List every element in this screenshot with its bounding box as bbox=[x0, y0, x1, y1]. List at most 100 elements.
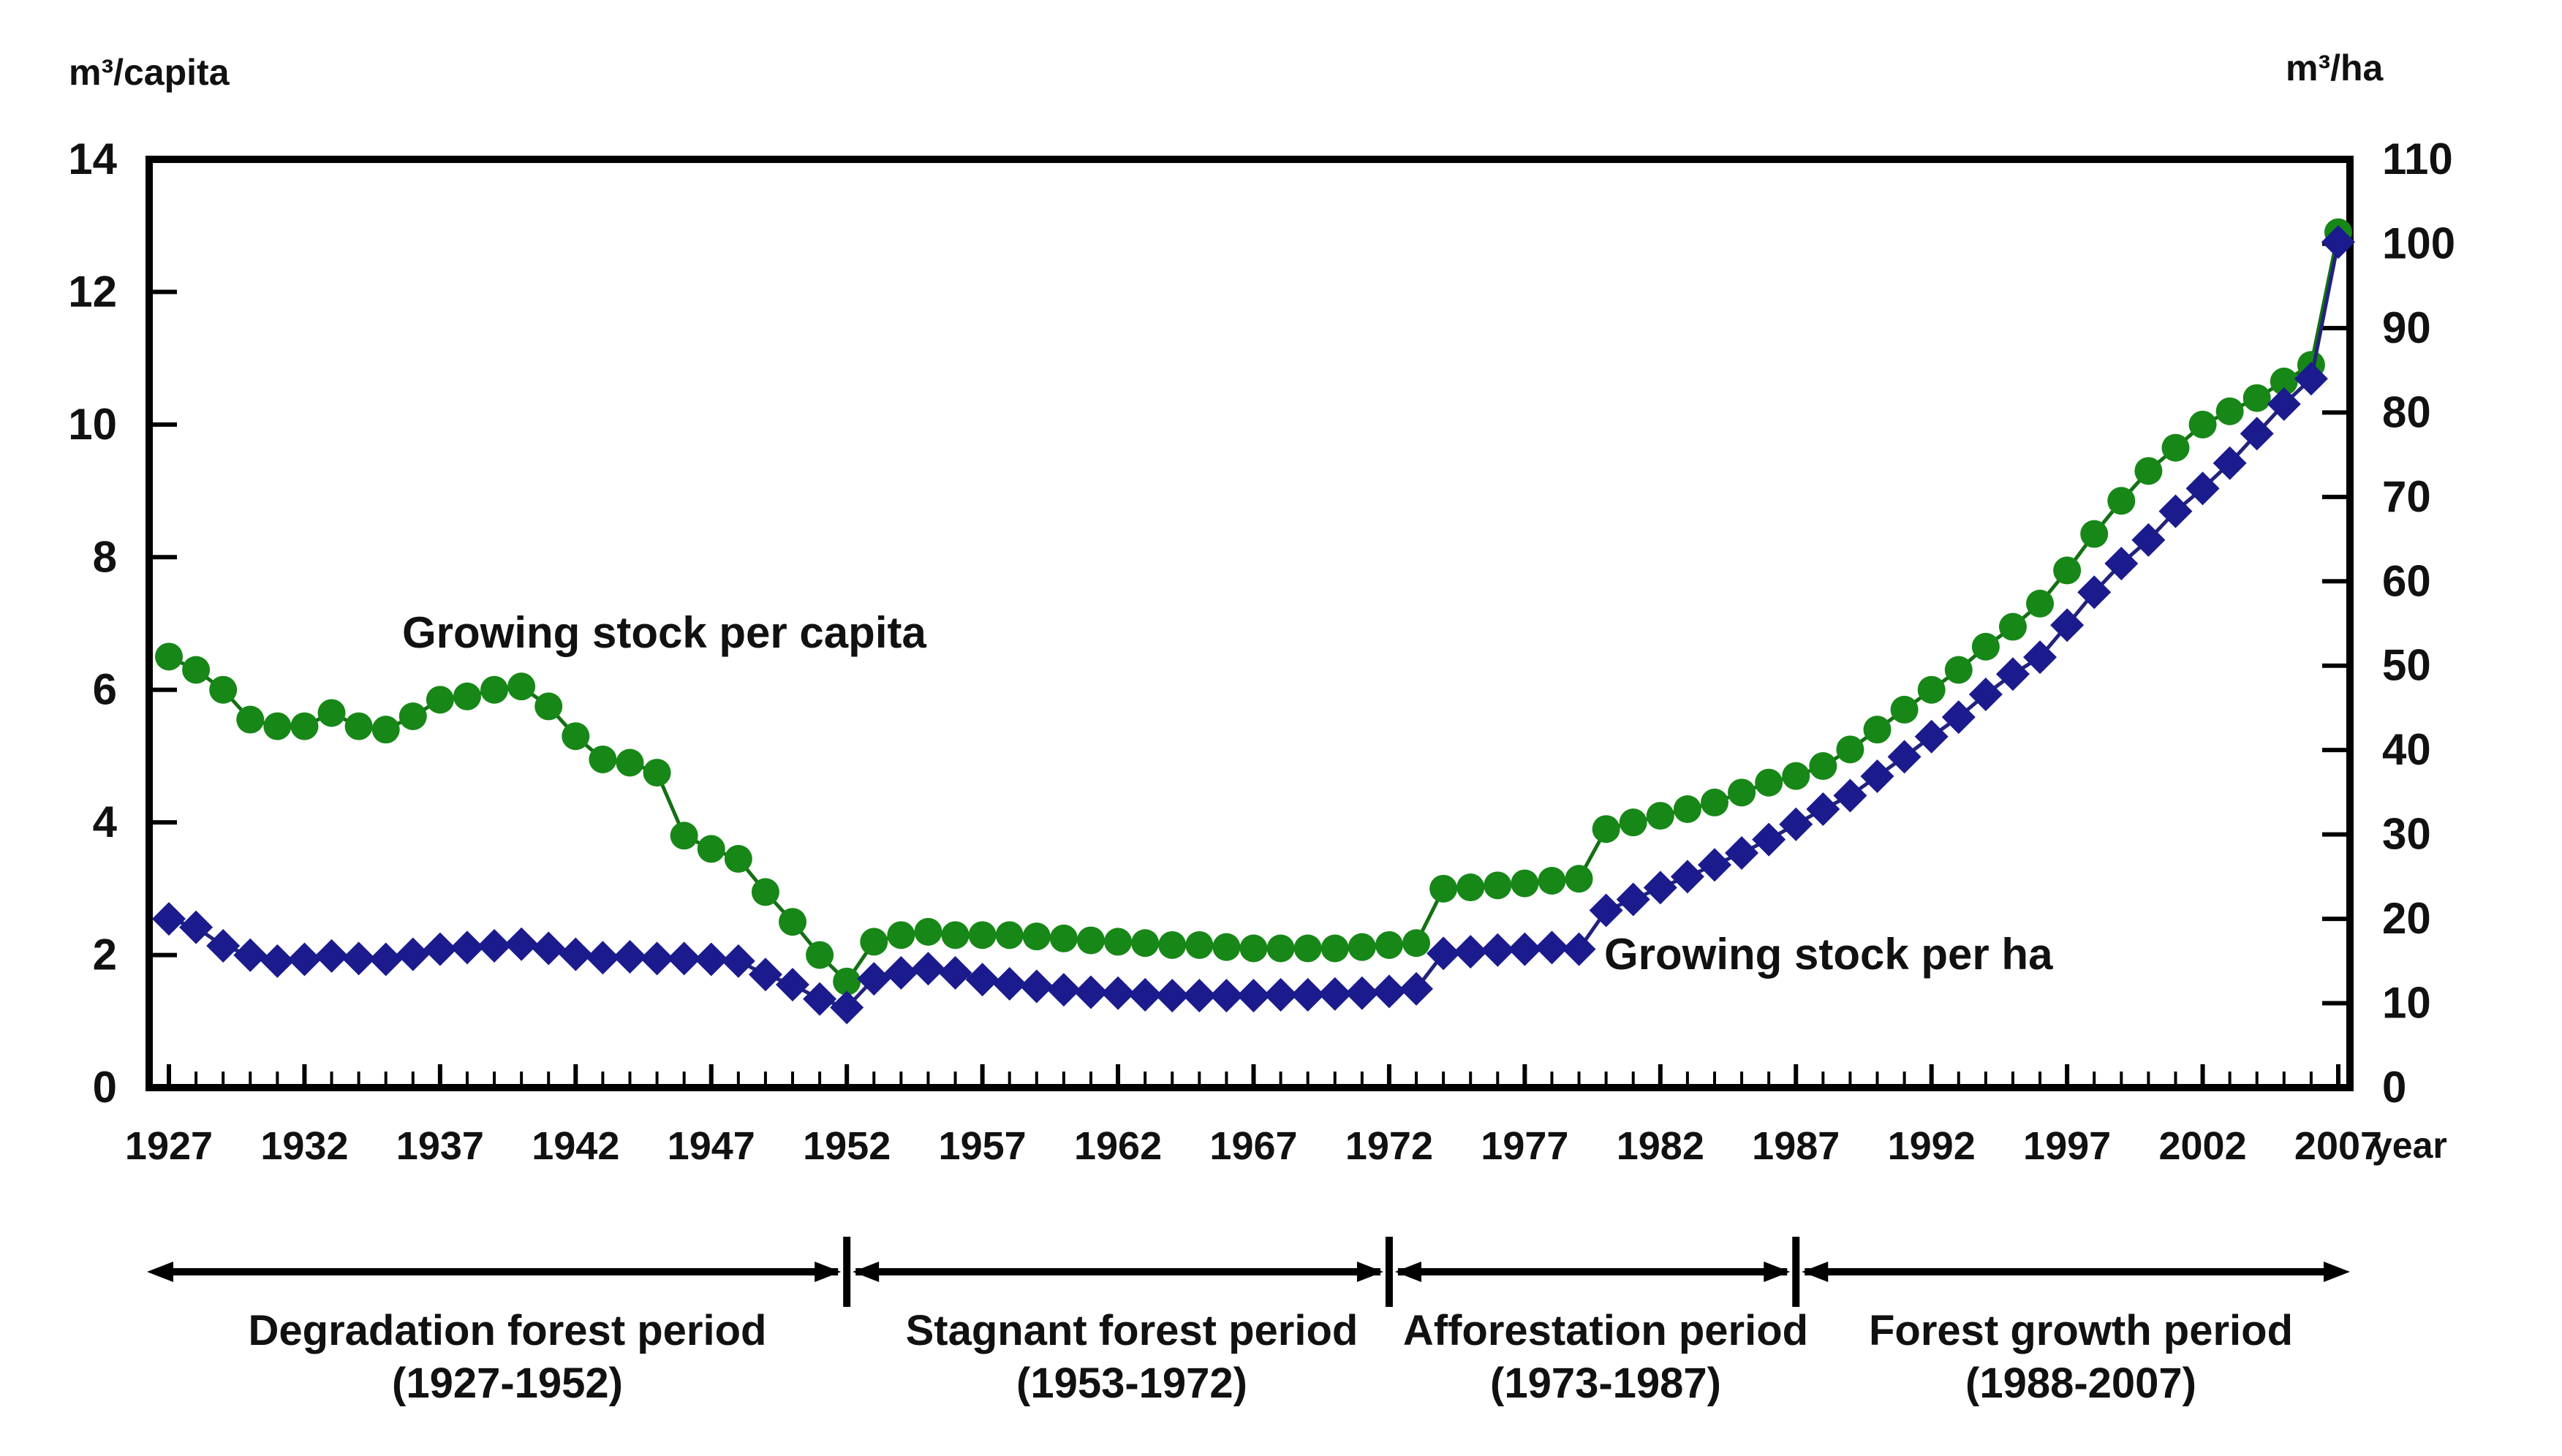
data-point-diamond bbox=[1914, 719, 1949, 754]
data-point-diamond bbox=[1209, 979, 1244, 1013]
svg-text:1952: 1952 bbox=[803, 1124, 891, 1168]
data-point-diamond bbox=[423, 932, 457, 966]
data-point-circle bbox=[887, 921, 915, 949]
data-point-diamond bbox=[152, 902, 186, 936]
data-point-diamond bbox=[532, 931, 566, 966]
data-point-circle bbox=[2053, 556, 2082, 585]
data-point-diamond bbox=[938, 955, 972, 990]
data-point-diamond bbox=[206, 929, 241, 963]
data-point-circle bbox=[1104, 928, 1133, 956]
data-point-diamond bbox=[613, 940, 647, 974]
data-point-diamond bbox=[884, 955, 918, 990]
data-point-diamond bbox=[830, 990, 864, 1025]
data-point-diamond bbox=[1643, 871, 1677, 905]
data-point-circle bbox=[1890, 695, 1919, 724]
svg-text:70: 70 bbox=[2382, 472, 2431, 521]
svg-text:1997: 1997 bbox=[2023, 1124, 2111, 1168]
data-point-circle bbox=[1484, 871, 1512, 900]
data-point-diamond bbox=[2104, 547, 2139, 581]
data-point-circle bbox=[1673, 795, 1701, 823]
data-point-circle bbox=[398, 702, 427, 730]
data-point-diamond bbox=[1236, 979, 1271, 1013]
svg-text:20: 20 bbox=[2382, 894, 2431, 943]
data-point-diamond bbox=[2294, 362, 2328, 396]
series-label-growing-stock-per-ha: Growing stock per ha bbox=[1604, 931, 2053, 979]
series-growing-stock-per-capita bbox=[155, 218, 2352, 996]
data-point-circle bbox=[1863, 716, 1892, 744]
data-point-circle bbox=[155, 642, 183, 671]
data-point-diamond bbox=[667, 941, 701, 976]
svg-text:2007: 2007 bbox=[2294, 1124, 2382, 1168]
data-point-diamond bbox=[505, 927, 539, 961]
data-point-circle bbox=[697, 835, 725, 863]
x-axis-unit-label: year bbox=[2372, 1126, 2447, 1167]
data-point-diamond bbox=[369, 942, 403, 977]
svg-text:4: 4 bbox=[93, 797, 118, 846]
period-label-line1: Forest growth period bbox=[1869, 1308, 2293, 1355]
data-point-circle bbox=[1293, 934, 1322, 963]
data-point-diamond bbox=[1562, 932, 1596, 966]
period-label-stagnant: Stagnant forest period (1953-1972) bbox=[839, 1305, 1424, 1411]
data-point-circle bbox=[643, 759, 671, 787]
data-point-circle bbox=[426, 686, 454, 714]
svg-text:1937: 1937 bbox=[396, 1124, 484, 1168]
period-label-line1: Afforestation period bbox=[1402, 1308, 1809, 1355]
data-point-diamond bbox=[1941, 700, 1976, 735]
svg-text:50: 50 bbox=[2382, 641, 2431, 690]
svg-text:1932: 1932 bbox=[260, 1124, 348, 1168]
data-point-circle bbox=[1565, 865, 1593, 893]
data-point-diamond bbox=[341, 941, 376, 976]
data-point-circle bbox=[833, 967, 861, 996]
data-point-diamond bbox=[1616, 882, 1650, 917]
data-point-diamond bbox=[857, 962, 891, 996]
data-point-circle bbox=[1944, 656, 1973, 684]
period-label-line2: (1953-1972) bbox=[1016, 1361, 1247, 1408]
svg-text:40: 40 bbox=[2382, 725, 2431, 774]
data-point-circle bbox=[236, 705, 265, 734]
data-point-circle bbox=[1917, 675, 1946, 704]
data-point-diamond bbox=[1752, 822, 1786, 857]
data-point-diamond bbox=[450, 930, 484, 965]
left-axis-ticks: 0 2 4 6 8 10 12 14 bbox=[68, 134, 177, 1112]
data-point-diamond bbox=[1887, 740, 1922, 774]
data-point-diamond bbox=[179, 910, 214, 944]
data-point-diamond bbox=[1697, 848, 1731, 882]
data-point-circle bbox=[182, 656, 211, 684]
data-point-circle bbox=[751, 878, 779, 906]
data-point-diamond bbox=[2023, 640, 2057, 675]
right-axis-unit-label: m³/ha bbox=[2286, 48, 2384, 89]
data-point-circle bbox=[562, 722, 590, 751]
data-point-diamond bbox=[803, 982, 837, 1016]
data-point-circle bbox=[1049, 924, 1078, 952]
svg-text:1992: 1992 bbox=[1888, 1124, 1976, 1168]
svg-text:60: 60 bbox=[2382, 556, 2431, 605]
period-arrows bbox=[147, 1237, 2350, 1307]
data-point-circle bbox=[670, 822, 698, 850]
data-point-diamond bbox=[2131, 523, 2166, 557]
data-point-circle bbox=[1809, 752, 1837, 781]
data-point-diamond bbox=[2158, 494, 2193, 528]
data-point-diamond bbox=[1155, 979, 1190, 1013]
data-point-diamond bbox=[2321, 225, 2355, 259]
data-point-circle bbox=[1782, 762, 1810, 790]
period-label-line1: Stagnant forest period bbox=[905, 1308, 1359, 1355]
data-point-circle bbox=[2188, 410, 2217, 439]
data-point-diamond bbox=[559, 937, 593, 971]
data-point-circle bbox=[724, 845, 752, 873]
plot-box bbox=[146, 156, 2354, 1091]
data-point-circle bbox=[1212, 933, 1241, 961]
data-point-diamond bbox=[640, 941, 674, 976]
data-point-diamond bbox=[396, 937, 430, 971]
data-point-circle bbox=[263, 712, 292, 740]
svg-text:12: 12 bbox=[68, 267, 117, 316]
data-point-diamond bbox=[965, 963, 1000, 997]
x-axis-ticks: 1927 1932 1937 1942 1947 1952 1957 1962 1967 1972… bbox=[125, 1064, 2382, 1168]
data-point-diamond bbox=[314, 939, 349, 973]
data-point-diamond bbox=[1779, 807, 1813, 841]
svg-text:8: 8 bbox=[93, 532, 117, 581]
data-point-circle bbox=[1971, 632, 2000, 661]
data-point-circle bbox=[1646, 802, 1674, 830]
data-point-diamond bbox=[1372, 974, 1406, 1009]
svg-text:1957: 1957 bbox=[939, 1124, 1027, 1168]
